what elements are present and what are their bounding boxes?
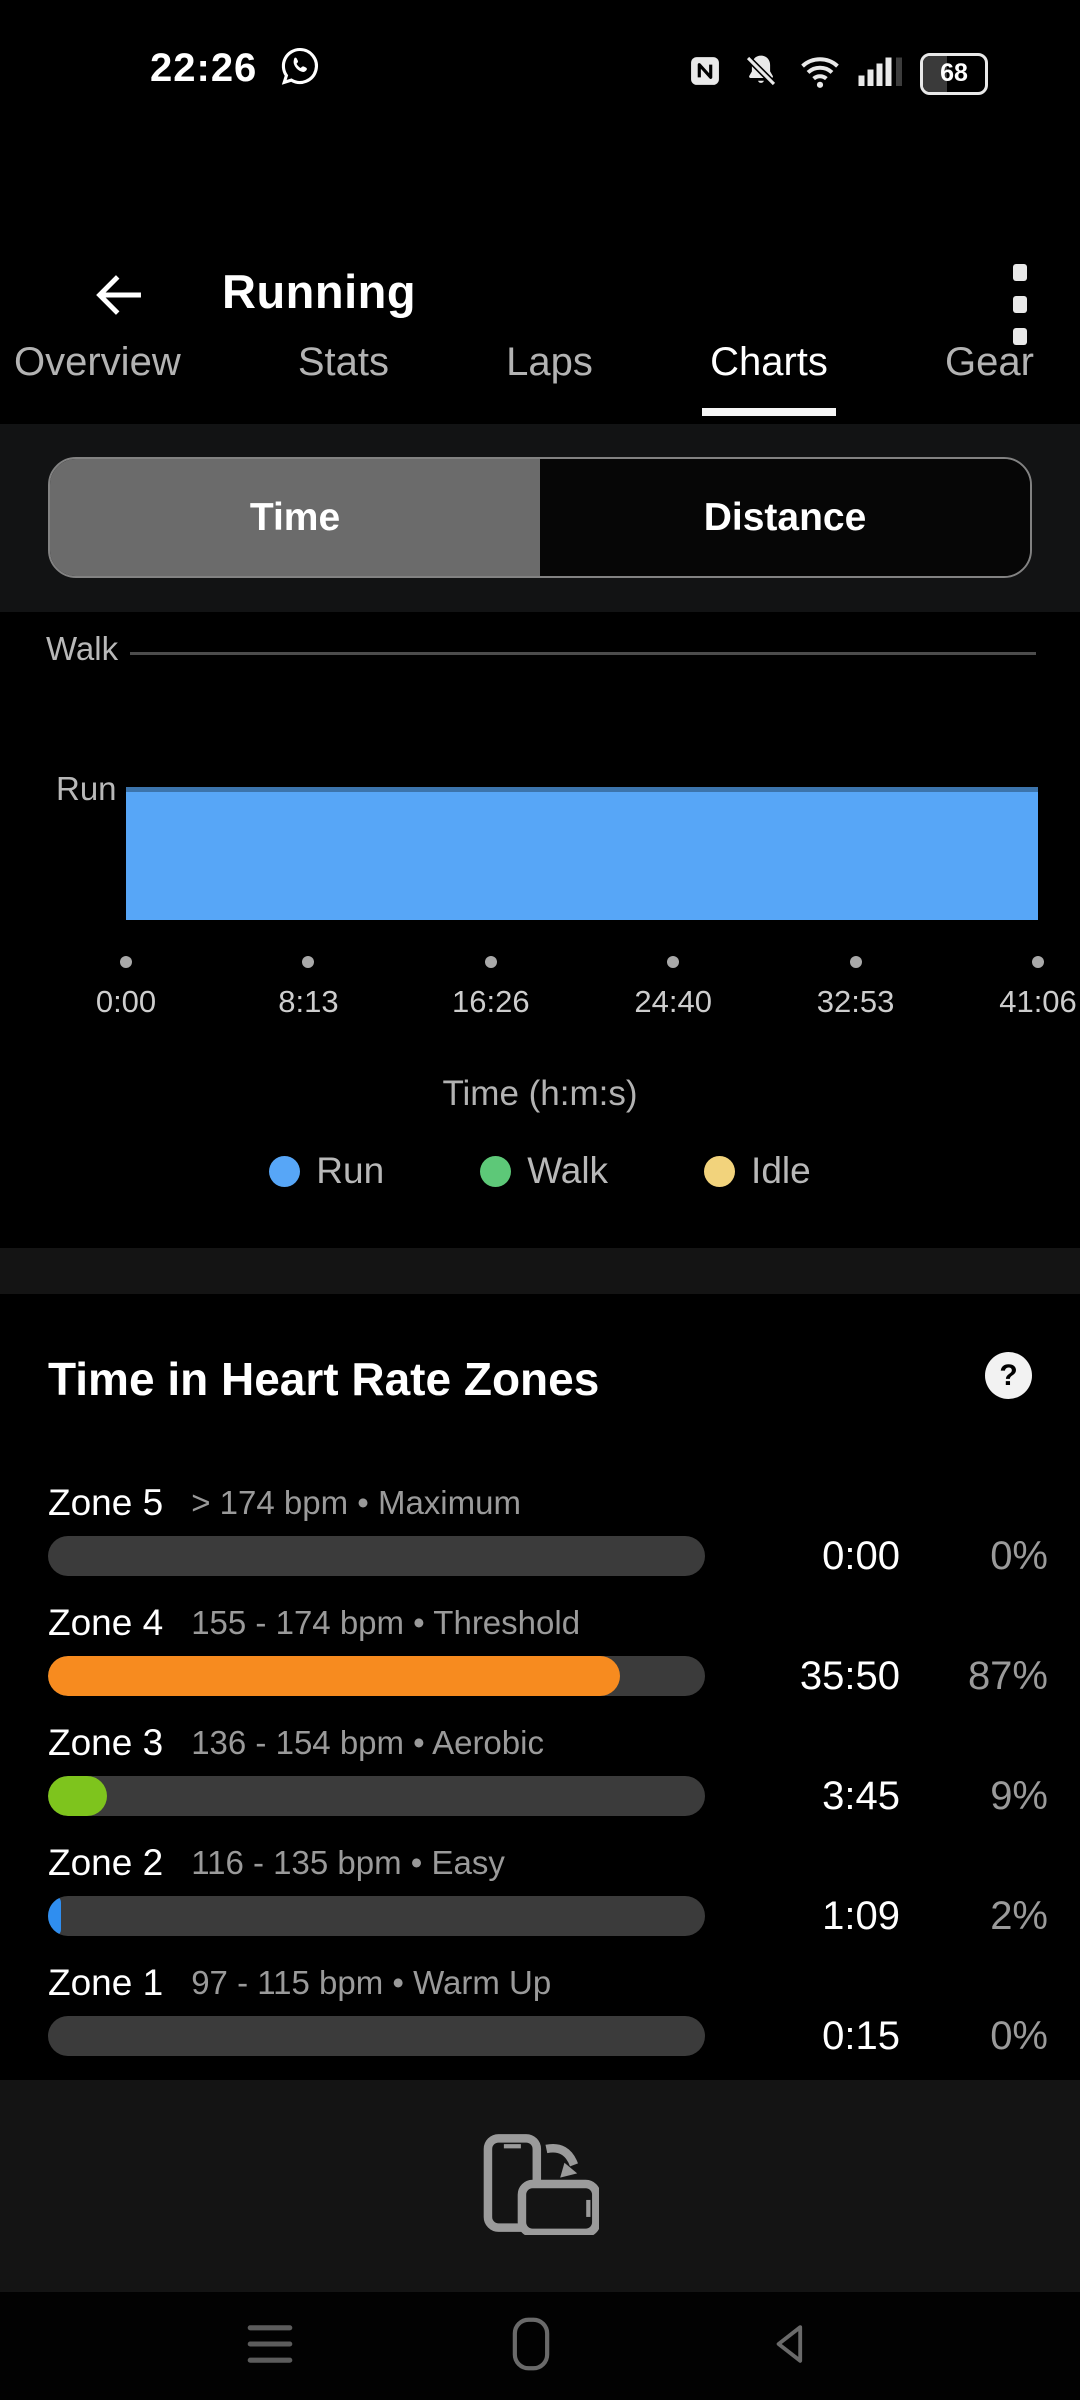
x-tick-label: 24:40 [634,984,712,1019]
legend-item-idle: Idle [704,1150,811,1192]
tab-charts[interactable]: Charts [702,300,836,424]
activity-timeline-chart: Walk Run 0:00 8:13 16:26 24:40 32:53 41:… [0,612,1080,1248]
zone3-time: 3:45 [822,1774,900,1818]
battery-icon: 68 [920,52,988,95]
page-title: Running [222,265,417,318]
zone-row-1: Zone 1 97 - 115 bpm • Warm Up 0:15 0% [48,1962,1048,2058]
nfc-icon [686,52,724,95]
back-button[interactable] [84,262,154,332]
zone5-percent: 0% [990,1534,1048,1578]
zone-row-5: Zone 5 > 174 bpm • Maximum 0:00 0% [48,1482,1048,1578]
x-tick-label: 41:06 [999,984,1077,1019]
zone1-percent: 0% [990,2014,1048,2058]
tab-stats[interactable]: Stats [297,339,390,384]
section-title: Time in Heart Rate Zones [48,1353,600,1405]
back-icon [768,2320,810,2373]
zone-row-2: Zone 2 116 - 135 bpm • Easy 1:09 2% [48,1842,1048,1938]
walk-legend-dot-icon [480,1155,512,1187]
section-divider [0,1248,1080,1294]
x-axis: 0:00 8:13 16:26 24:40 32:53 41:06 [96,956,1077,1036]
x-tick-dot [302,956,315,968]
zone-row-3: Zone 3 136 - 154 bpm • Aerobic 3:45 9% [48,1722,1048,1818]
x-tick-label: 8:13 [278,984,339,1019]
wifi-icon [798,51,842,96]
toggle-option-distance[interactable]: Distance [540,459,1030,576]
zone2-progress-fill [48,1896,62,1936]
zone1-progress-track [48,2016,705,2056]
notifications-muted-icon [740,50,782,97]
legend-item-walk: Walk [480,1150,608,1192]
idle-legend-dot-icon [704,1155,736,1187]
status-clock: 22:26 [150,46,258,90]
x-axis-title: Time (h:m:s) [442,1074,638,1113]
help-button[interactable]: ? [985,1352,1032,1399]
tab-laps[interactable]: Laps [506,339,593,384]
rotate-hint-section [0,2080,1080,2292]
x-tick-dot [484,956,497,968]
zone3-percent: 9% [990,1774,1048,1818]
battery-percent: 68 [940,59,968,87]
home-button[interactable] [471,2292,591,2400]
zone3-progress-track [48,1776,705,1816]
back-nav-button[interactable] [729,2292,849,2400]
kebab-menu-icon [1013,264,1027,281]
zone4-progress-fill [48,1656,620,1696]
zone4-percent: 87% [967,1654,1048,1698]
zone5-progress-track [48,1536,705,1576]
zone2-progress-track [48,1896,705,1936]
zone5-time: 0:00 [822,1534,900,1578]
recents-button[interactable] [210,2292,330,2400]
row-label-walk: Walk [46,630,119,667]
rotate-device-icon [481,2133,601,2240]
walk-baseline [130,652,1036,655]
battery-fill [923,55,947,92]
x-tick-dot [667,956,680,968]
overflow-menu-button[interactable] [1004,258,1036,351]
x-tick-dot [849,956,862,968]
question-mark-icon: ? [999,1358,1018,1392]
x-tick-label: 0:00 [95,984,157,1019]
row-label-run: Run [56,770,117,807]
zone4-progress-track [48,1656,705,1696]
system-navigation-bar [0,2292,1080,2400]
time-distance-toggle: Time Distance [48,457,1032,578]
status-icon-cluster: 68 [686,50,988,97]
run-legend-dot-icon [269,1155,301,1187]
chart-mode-section: Time Distance [0,424,1080,612]
signal-strength-icon [858,53,904,94]
x-tick-label: 32:53 [816,984,895,1019]
whatsapp-icon [278,44,322,93]
tab-bar: Overview Stats Laps Charts Gear [0,300,1080,424]
x-tick-dot [120,956,132,968]
tab-gear[interactable]: Gear [945,339,1034,384]
zone3-progress-fill [48,1776,108,1816]
run-activity-bar [126,787,1038,920]
zone-row-4: Zone 4 155 - 174 bpm • Threshold 35:50 8… [48,1602,1048,1698]
home-icon [510,2314,552,2379]
x-tick-label: 16:26 [452,984,530,1019]
zone1-time: 0:15 [822,2014,900,2058]
recents-icon [243,2320,297,2373]
zone4-time: 35:50 [799,1654,900,1698]
zone2-percent: 2% [990,1894,1048,1938]
status-bar: 22:26 [0,0,1080,100]
x-tick-dot [1032,956,1044,968]
legend-item-run: Run [269,1150,384,1192]
heart-rate-zones-section: Time in Heart Rate Zones ? Zone 5 > 174 … [0,1294,1080,2080]
toggle-option-time[interactable]: Time [50,459,540,576]
zone2-time: 1:09 [822,1894,900,1938]
tab-overview[interactable]: Overview [14,339,181,384]
chart-legend: Run Walk Idle [0,1150,1080,1192]
arrow-left-icon [88,264,150,331]
app-bar: Running [0,100,1080,345]
